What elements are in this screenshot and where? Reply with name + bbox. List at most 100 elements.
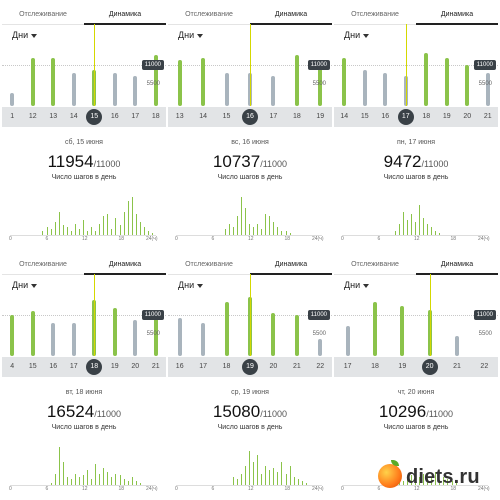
tab-dynamics[interactable]: Динамика	[274, 11, 308, 18]
day-bar[interactable]	[424, 53, 429, 106]
day-label[interactable]: 15	[28, 363, 37, 370]
day-bar[interactable]	[271, 313, 276, 356]
day-bar[interactable]	[318, 60, 323, 106]
tab-tracking[interactable]: Отслеживание	[185, 11, 233, 18]
day-label[interactable]: 18	[292, 113, 301, 120]
day-bar[interactable]	[71, 323, 76, 356]
day-label[interactable]: 12	[28, 113, 37, 120]
day-label[interactable]: 13	[49, 113, 58, 120]
selected-day[interactable]: 16	[242, 109, 258, 125]
range-dropdown[interactable]: Дни	[344, 280, 370, 290]
day-bar[interactable]	[444, 58, 449, 106]
selected-day[interactable]: 15	[86, 109, 103, 125]
day-label[interactable]: 20	[463, 113, 472, 120]
day-bar[interactable]	[10, 93, 15, 106]
day-label[interactable]: 1	[10, 113, 15, 120]
range-dropdown[interactable]: Дни	[12, 280, 38, 290]
day-bar[interactable]	[153, 310, 158, 356]
day-label[interactable]: 17	[199, 363, 208, 370]
day-bar[interactable]	[373, 302, 377, 356]
tab-dynamics[interactable]: Динамика	[440, 11, 474, 18]
day-label[interactable]: 20	[269, 363, 278, 370]
day-label[interactable]: 16	[175, 363, 184, 370]
tab-dynamics[interactable]: Динамика	[440, 261, 474, 268]
tab-tracking[interactable]: Отслеживание	[19, 11, 67, 18]
day-bar[interactable]	[177, 60, 182, 106]
tab-tracking[interactable]: Отслеживание	[351, 261, 399, 268]
day-bar[interactable]	[51, 58, 56, 106]
range-dropdown[interactable]: Дни	[178, 30, 204, 40]
tab-dynamics[interactable]: Динамика	[274, 261, 308, 268]
day-bar[interactable]	[400, 306, 405, 356]
day-bar[interactable]	[10, 315, 15, 356]
tab-tracking[interactable]: Отслеживание	[185, 261, 233, 268]
day-bar[interactable]	[362, 70, 367, 106]
day-label[interactable]: 16	[110, 113, 119, 120]
day-label[interactable]: 19	[110, 363, 119, 370]
selected-day[interactable]: 17	[397, 109, 414, 125]
tab-dynamics[interactable]: Динамика	[108, 11, 142, 18]
day-bar[interactable]	[224, 73, 229, 106]
day-label[interactable]: 18	[151, 113, 160, 120]
day-label[interactable]: 19	[316, 113, 325, 120]
day-bar[interactable]	[383, 73, 388, 106]
day-label[interactable]: 14	[199, 113, 208, 120]
day-bar[interactable]	[153, 55, 158, 106]
day-bar[interactable]	[345, 326, 350, 356]
day-label[interactable]: 15	[222, 113, 231, 120]
selected-day[interactable]: 20	[421, 359, 438, 375]
day-label[interactable]: 18	[422, 113, 431, 120]
day-label[interactable]: 18	[371, 363, 379, 370]
day-bar[interactable]	[485, 73, 490, 106]
day-label[interactable]: 17	[269, 113, 278, 120]
day-bar[interactable]	[294, 315, 299, 356]
day-label[interactable]: 16	[381, 113, 390, 120]
day-bar[interactable]	[271, 76, 276, 106]
day-label[interactable]: 22	[480, 363, 489, 370]
day-bar[interactable]	[224, 302, 229, 356]
day-bar[interactable]	[201, 323, 206, 356]
day-label[interactable]: 15	[360, 113, 369, 120]
day-bar[interactable]	[342, 58, 347, 106]
day-bar[interactable]	[112, 308, 117, 356]
day-bar[interactable]	[177, 318, 182, 356]
day-label[interactable]: 14	[69, 113, 78, 120]
day-label[interactable]: 14	[340, 113, 349, 120]
day-label[interactable]: 13	[175, 113, 184, 120]
day-bar[interactable]	[30, 58, 35, 106]
day-label[interactable]: 18	[222, 363, 231, 370]
day-bar[interactable]	[133, 320, 138, 356]
day-label[interactable]: 17	[131, 113, 140, 120]
day-label[interactable]: 17	[69, 363, 78, 370]
hour-axis-label: 0	[9, 236, 12, 242]
day-bar[interactable]	[71, 73, 76, 106]
day-label[interactable]: 20	[131, 363, 140, 370]
day-bar[interactable]	[294, 55, 299, 106]
day-label[interactable]: 21	[292, 363, 301, 370]
day-bar[interactable]	[318, 339, 323, 356]
day-bar[interactable]	[51, 323, 56, 356]
tab-tracking[interactable]: Отслеживание	[19, 261, 67, 268]
day-bar[interactable]	[30, 311, 35, 356]
day-label[interactable]: 4	[10, 363, 15, 370]
selected-day[interactable]: 18	[86, 359, 103, 375]
day-label[interactable]: 22	[316, 363, 325, 370]
day-bar[interactable]	[465, 65, 470, 106]
day-label[interactable]: 19	[398, 363, 407, 370]
day-label[interactable]: 17	[343, 363, 352, 370]
day-bar[interactable]	[201, 58, 206, 106]
day-bar[interactable]	[455, 336, 459, 356]
day-label[interactable]: 19	[442, 113, 451, 120]
day-bar[interactable]	[112, 73, 117, 106]
day-label[interactable]: 21	[483, 113, 492, 120]
day-label[interactable]: 21	[453, 363, 461, 370]
day-bar[interactable]	[133, 76, 138, 106]
range-dropdown[interactable]: Дни	[12, 30, 38, 40]
tab-dynamics[interactable]: Динамика	[108, 261, 142, 268]
day-label[interactable]: 21	[151, 363, 160, 370]
day-label[interactable]: 16	[49, 363, 58, 370]
selected-day[interactable]: 19	[242, 359, 258, 375]
range-dropdown[interactable]: Дни	[178, 280, 204, 290]
tab-tracking[interactable]: Отслеживание	[351, 11, 399, 18]
range-dropdown[interactable]: Дни	[344, 30, 370, 40]
